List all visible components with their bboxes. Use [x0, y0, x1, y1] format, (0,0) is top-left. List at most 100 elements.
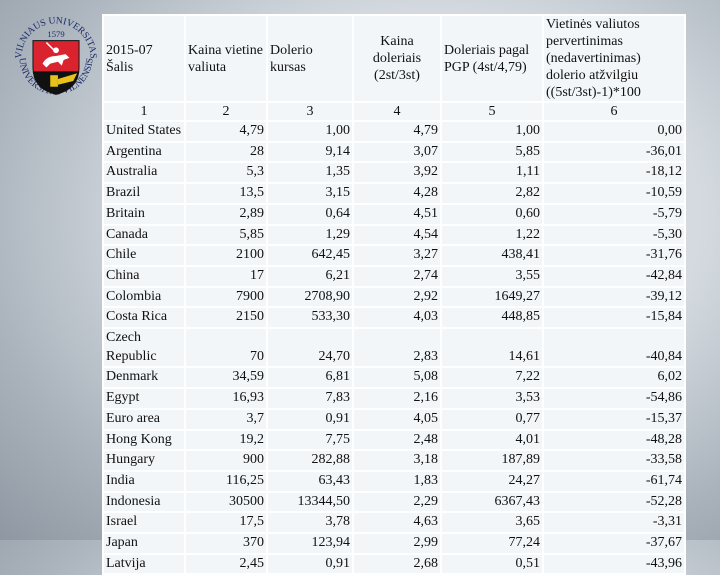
cell-ppp: 1649,27 [440, 285, 544, 309]
cell-dollar-price: 4,03 [352, 306, 442, 330]
logo-year: 1579 [47, 29, 64, 39]
table-row: Australia 5,3 1,35 3,92 1,11 -18,12 [102, 161, 686, 185]
cell-dollar-price: 3,27 [352, 244, 442, 267]
cell-exchange-rate: 3,15 [266, 182, 354, 205]
table-row: Denmark 34,59 6,81 5,08 7,22 6,02 [102, 366, 686, 390]
cell-dollar-price: 3,07 [352, 140, 442, 164]
cell-ppp: 4,01 [440, 428, 544, 452]
cell-exchange-rate: 24,70 [266, 327, 354, 369]
cell-country: Japan [102, 532, 186, 555]
table-row: Argentina 28 9,14 3,07 5,85 -36,01 [102, 140, 686, 164]
cell-ppp: 0,77 [440, 407, 544, 431]
cell-dollar-price: 2,99 [352, 532, 442, 555]
cell-local-price: 900 [184, 449, 268, 472]
cell-ppp: 5,85 [440, 140, 544, 164]
header-ppp: Doleriais pagal PGP (4st/4,79) [440, 14, 544, 103]
cell-country: India [102, 469, 186, 493]
cell-exchange-rate: 2708,90 [266, 285, 354, 309]
column-number-row: 1 2 3 4 5 6 [102, 101, 686, 122]
cell-valuation: -31,76 [542, 244, 686, 267]
cell-ppp: 3,55 [440, 264, 544, 288]
cell-local-price: 2,89 [184, 202, 268, 226]
table-row: Costa Rica 2150 533,30 4,03 448,85 -15,84 [102, 306, 686, 330]
cell-exchange-rate: 642,45 [266, 244, 354, 267]
cell-ppp: 3,65 [440, 511, 544, 535]
cell-valuation: -15,37 [542, 407, 686, 431]
cell-dollar-price: 2,74 [352, 264, 442, 288]
table-row: Chile 2100 642,45 3,27 438,41 -31,76 [102, 244, 686, 267]
cell-local-price: 13,5 [184, 182, 268, 205]
cell-ppp: 77,24 [440, 532, 544, 555]
cell-ppp: 1,11 [440, 161, 544, 185]
cell-local-price: 7900 [184, 285, 268, 309]
cell-dollar-price: 2,29 [352, 490, 442, 514]
cell-ppp: 448,85 [440, 306, 544, 330]
cell-exchange-rate: 282,88 [266, 449, 354, 472]
cell-exchange-rate: 1,00 [266, 120, 354, 143]
cell-valuation: -52,28 [542, 490, 686, 514]
cell-country: Euro area [102, 407, 186, 431]
cell-exchange-rate: 123,94 [266, 532, 354, 555]
cell-dollar-price: 3,18 [352, 449, 442, 472]
cell-exchange-rate: 1,29 [266, 223, 354, 247]
cell-valuation: -10,59 [542, 182, 686, 205]
exchange-rate-table: 2015-07 Šalis Kaina vietine valiuta Dole… [102, 14, 686, 575]
table-row: China 17 6,21 2,74 3,55 -42,84 [102, 264, 686, 288]
cell-exchange-rate: 7,83 [266, 387, 354, 410]
cell-valuation: 6,02 [542, 366, 686, 390]
cell-exchange-rate: 6,81 [266, 366, 354, 390]
cell-country: Canada [102, 223, 186, 247]
cell-ppp: 7,22 [440, 366, 544, 390]
cell-local-price: 28 [184, 140, 268, 164]
cell-valuation: -54,86 [542, 387, 686, 410]
cell-local-price: 2100 [184, 244, 268, 267]
cell-country: China [102, 264, 186, 288]
cell-exchange-rate: 1,35 [266, 161, 354, 185]
cell-dollar-price: 5,08 [352, 366, 442, 390]
header-local-price: Kaina vietine valiuta [184, 14, 268, 103]
cell-country: Czech Republic [102, 327, 186, 369]
cell-ppp: 1,00 [440, 120, 544, 143]
col-number: 6 [542, 101, 686, 122]
table-row: Brazil 13,5 3,15 4,28 2,82 -10,59 [102, 182, 686, 205]
cell-dollar-price: 4,51 [352, 202, 442, 226]
col-number: 3 [266, 101, 354, 122]
cell-country: Egypt [102, 387, 186, 410]
cell-ppp: 3,53 [440, 387, 544, 410]
cell-dollar-price: 4,63 [352, 511, 442, 535]
table-row: Czech Republic 70 24,70 2,83 14,61 -40,84 [102, 327, 686, 369]
table-row: United States 4,79 1,00 4,79 1,00 0,00 [102, 120, 686, 143]
col-number: 4 [352, 101, 442, 122]
cell-country: Israel [102, 511, 186, 535]
cell-country: Hungary [102, 449, 186, 472]
cell-country: Denmark [102, 366, 186, 390]
table-row: Israel 17,5 3,78 4,63 3,65 -3,31 [102, 511, 686, 535]
cell-ppp: 24,27 [440, 469, 544, 493]
cell-valuation: -40,84 [542, 327, 686, 369]
cell-country: Britain [102, 202, 186, 226]
cell-dollar-price: 1,83 [352, 469, 442, 493]
cell-dollar-price: 4,05 [352, 407, 442, 431]
cell-ppp: 0,51 [440, 552, 544, 575]
cell-valuation: -48,28 [542, 428, 686, 452]
cell-ppp: 14,61 [440, 327, 544, 369]
table-row: Hong Kong 19,2 7,75 2,48 4,01 -48,28 [102, 428, 686, 452]
cell-country: Argentina [102, 140, 186, 164]
cell-local-price: 2150 [184, 306, 268, 330]
cell-local-price: 4,79 [184, 120, 268, 143]
cell-exchange-rate: 7,75 [266, 428, 354, 452]
cell-country: Hong Kong [102, 428, 186, 452]
cell-valuation: -37,67 [542, 532, 686, 555]
cell-ppp: 0,60 [440, 202, 544, 226]
table-row: Britain 2,89 0,64 4,51 0,60 -5,79 [102, 202, 686, 226]
cell-country: Brazil [102, 182, 186, 205]
cell-country: Chile [102, 244, 186, 267]
cell-ppp: 187,89 [440, 449, 544, 472]
col-number: 2 [184, 101, 268, 122]
cell-exchange-rate: 0,91 [266, 552, 354, 575]
cell-country: United States [102, 120, 186, 143]
cell-dollar-price: 3,92 [352, 161, 442, 185]
cell-country: Australia [102, 161, 186, 185]
cell-country: Latvija [102, 552, 186, 575]
cell-dollar-price: 2,83 [352, 327, 442, 369]
